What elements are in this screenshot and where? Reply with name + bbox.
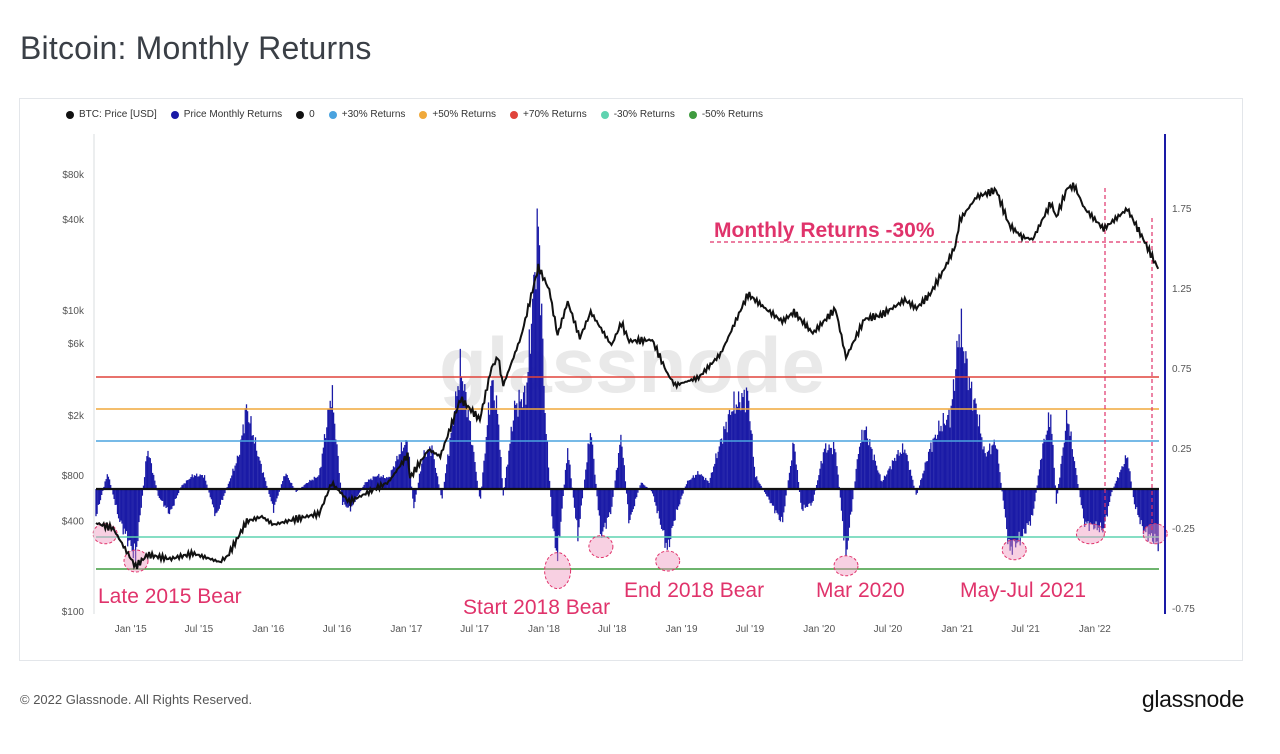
chart-panel bbox=[19, 98, 1243, 661]
highlight-circle bbox=[1142, 523, 1168, 545]
y-right-tick-label: 1.75 bbox=[1172, 204, 1192, 215]
legend-item-plus-30[interactable]: +30% Returns bbox=[328, 109, 406, 120]
annotation-mar-2020: Mar 2020 bbox=[816, 579, 905, 602]
returns-bars bbox=[95, 208, 1159, 562]
legend-swatch-icon bbox=[600, 110, 609, 119]
axis-ticks: Jan '15 Jul '15 Jan '16 Jul '16 Jan '17 Jul '… bbox=[62, 170, 1195, 635]
legend-label: +70% Returns bbox=[523, 109, 587, 120]
x-tick-label: Jan '21 bbox=[941, 624, 973, 635]
x-tick-label: Jan '15 bbox=[115, 624, 147, 635]
highlight-circle bbox=[588, 535, 614, 559]
legend-label: +30% Returns bbox=[341, 109, 406, 120]
y-left-tick-label: $100 bbox=[62, 607, 85, 618]
chart-legend: BTC: Price [USD] Price Monthly Returns 0… bbox=[66, 109, 763, 120]
y-right-tick-label: 1.25 bbox=[1172, 284, 1192, 295]
legend-swatch-icon bbox=[170, 110, 179, 119]
x-tick-label: Jul '17 bbox=[460, 624, 489, 635]
x-tick-label: Jan '22 bbox=[1079, 624, 1111, 635]
x-tick-label: Jan '18 bbox=[528, 624, 560, 635]
legend-item-minus-50[interactable]: -50% Returns bbox=[688, 109, 763, 120]
legend-label: +50% Returns bbox=[432, 109, 497, 120]
highlight-circle bbox=[655, 550, 681, 572]
reference-lines bbox=[96, 376, 1159, 570]
footer-logo: glassnode bbox=[1141, 686, 1244, 712]
legend-swatch-icon bbox=[419, 110, 428, 119]
x-tick-label: Jan '16 bbox=[252, 624, 284, 635]
x-tick-label: Jul '18 bbox=[598, 624, 627, 635]
annotation-end-2018: End 2018 Bear bbox=[624, 579, 764, 602]
legend-swatch-icon bbox=[328, 110, 337, 119]
x-tick-label: Jan '20 bbox=[803, 624, 835, 635]
legend-label: -50% Returns bbox=[701, 109, 763, 120]
y-left-tick-label: $10k bbox=[62, 306, 85, 317]
y-right-tick-label: 0.25 bbox=[1172, 444, 1192, 455]
annotation-monthly-returns: Monthly Returns -30% bbox=[714, 219, 935, 242]
legend-label: 0 bbox=[309, 109, 315, 120]
legend-label: BTC: Price [USD] bbox=[79, 109, 157, 120]
x-tick-label: Jul '15 bbox=[185, 624, 214, 635]
annotation-start-2018: Start 2018 Bear bbox=[463, 596, 610, 619]
x-tick-label: Jul '19 bbox=[736, 624, 765, 635]
y-left-tick-label: $400 bbox=[62, 516, 85, 527]
x-tick-label: Jul '20 bbox=[874, 624, 903, 635]
highlight-circle bbox=[544, 552, 572, 590]
legend-item-plus-50[interactable]: +50% Returns bbox=[419, 109, 496, 120]
legend-item-zero[interactable]: 0 bbox=[296, 109, 315, 120]
x-tick-label: Jan '17 bbox=[390, 624, 422, 635]
y-left-tick-label: $40k bbox=[62, 215, 85, 226]
highlight-circle bbox=[1001, 539, 1027, 561]
x-tick-label: Jul '16 bbox=[323, 624, 352, 635]
legend-item-monthly-returns[interactable]: Price Monthly Returns bbox=[170, 109, 283, 120]
y-left-tick-label: $6k bbox=[68, 339, 85, 350]
btc-price-line bbox=[95, 182, 1160, 570]
legend-item-btc-price[interactable]: BTC: Price [USD] bbox=[66, 109, 157, 120]
highlight-circle bbox=[1075, 523, 1105, 545]
legend-item-minus-30[interactable]: -30% Returns bbox=[600, 109, 675, 120]
legend-swatch-icon bbox=[66, 110, 74, 119]
y-left-tick-label: $800 bbox=[62, 471, 85, 482]
legend-swatch-icon bbox=[296, 110, 305, 119]
x-tick-label: Jul '21 bbox=[1011, 624, 1040, 635]
annotation-late-2015: Late 2015 Bear bbox=[98, 585, 242, 608]
highlight-circle bbox=[833, 555, 859, 577]
x-tick-label: Jan '19 bbox=[666, 624, 698, 635]
legend-swatch-icon bbox=[688, 110, 697, 119]
y-right-tick-label: 0.75 bbox=[1172, 364, 1192, 375]
y-left-tick-label: $80k bbox=[62, 170, 85, 181]
legend-label: -30% Returns bbox=[613, 109, 675, 120]
legend-item-plus-70[interactable]: +70% Returns bbox=[510, 109, 587, 120]
footer-copyright: © 2022 Glassnode. All Rights Reserved. bbox=[20, 692, 253, 707]
watermark: glassnode bbox=[439, 321, 825, 409]
y-right-tick-label: -0.25 bbox=[1172, 524, 1195, 535]
y-right-tick-label: -0.75 bbox=[1172, 604, 1195, 615]
legend-swatch-icon bbox=[510, 110, 519, 119]
legend-label: Price Monthly Returns bbox=[183, 109, 283, 120]
page-title: Bitcoin: Monthly Returns bbox=[20, 30, 372, 66]
annotation-may-jul-2021: May-Jul 2021 bbox=[960, 579, 1086, 602]
y-left-tick-label: $2k bbox=[68, 411, 85, 422]
